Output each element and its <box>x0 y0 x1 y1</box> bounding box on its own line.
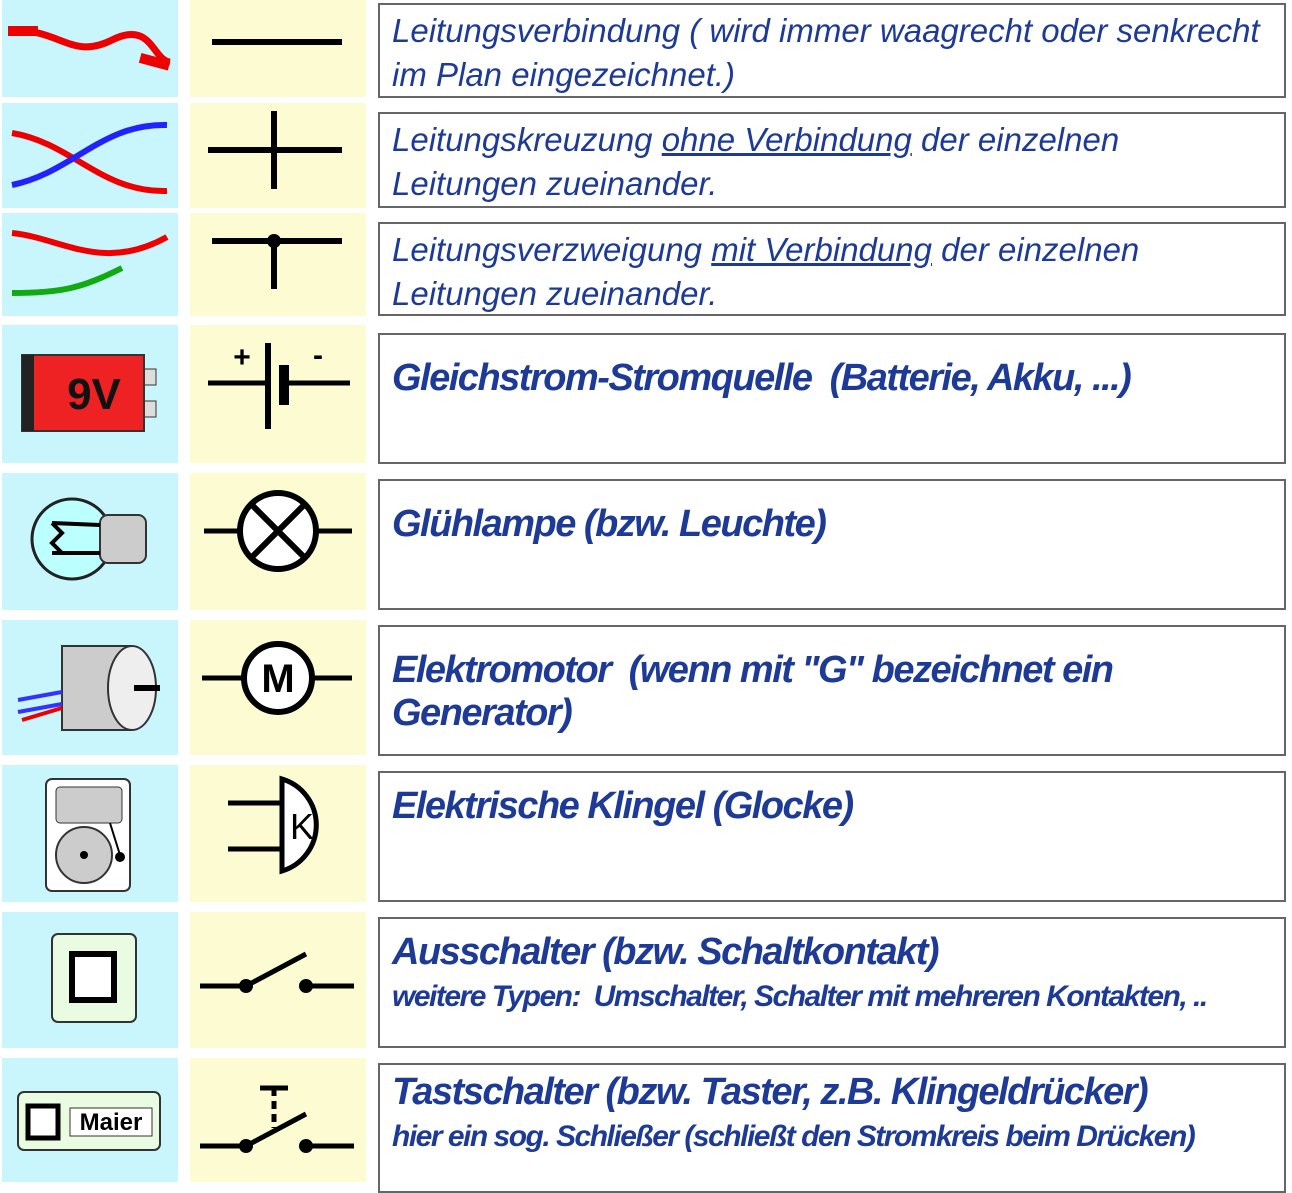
symbol-label: - <box>313 339 323 372</box>
text: Leitungsverzweigung <box>392 231 703 268</box>
symbol-label: K <box>290 806 314 847</box>
symbol-cell <box>190 213 366 316</box>
icon-cell <box>2 213 178 316</box>
description: Gleichstrom-Stromquelle (Batterie, Akku,… <box>378 333 1286 464</box>
symbol-cell: + - <box>190 325 366 463</box>
symbol-cell <box>190 912 366 1048</box>
icon-cell <box>2 912 178 1048</box>
text: Elektrische Klingel (Glocke) <box>392 785 854 827</box>
symbol-cell: M <box>190 620 366 755</box>
text: Tastschalter (bzw. Taster, z.B. Klingeld… <box>392 1071 1149 1113</box>
description: Leitungsverbindung ( wird immer waagrech… <box>378 3 1286 98</box>
symbol-cell <box>190 0 366 97</box>
description: Tastschalter (bzw. Taster, z.B. Klingeld… <box>378 1063 1286 1193</box>
icon-cell <box>2 473 178 610</box>
text: der einzelnen Leitungen zueinander. <box>392 231 1149 312</box>
description: Elektrische Klingel (Glocke) <box>378 771 1286 902</box>
icon-cell: 9V <box>2 325 178 463</box>
subtext: weitere Typen: Umschalter, Schalter mit … <box>392 980 1208 1013</box>
symbol-label: + <box>233 341 251 374</box>
icon-cell <box>2 765 178 902</box>
text: Leitungskreuzung <box>392 121 653 158</box>
symbol-cell: K <box>190 765 366 902</box>
text: Leitungsverbindung ( wird immer waagrech… <box>392 12 1269 93</box>
icon-label: 9V <box>67 370 121 419</box>
symbol-cell <box>190 473 366 610</box>
underlined-text: mit Verbindung <box>711 231 932 268</box>
icon-label: Maier <box>80 1109 143 1136</box>
text: Elektromotor (wenn mit "G" bezeichnet ei… <box>392 649 1122 734</box>
symbol-cell <box>190 103 366 208</box>
description: Leitungskreuzung ohne Verbindung der ein… <box>378 112 1286 208</box>
description: Elektromotor (wenn mit "G" bezeichnet ei… <box>378 625 1286 756</box>
text: der einzelnen Leitungen zueinander. <box>392 121 1129 202</box>
symbol-label: M <box>261 657 294 701</box>
text: Glühlampe (bzw. Leuchte) <box>392 503 827 545</box>
icon-cell <box>2 103 178 208</box>
icon-cell: Maier <box>2 1058 178 1182</box>
symbol-cell <box>190 1058 366 1182</box>
text: Ausschalter (bzw. Schaltkontakt) <box>392 931 940 973</box>
icon-cell <box>2 0 178 97</box>
description: Ausschalter (bzw. Schaltkontakt) weitere … <box>378 917 1286 1048</box>
description: Leitungsverzweigung mit Verbindung der e… <box>378 222 1286 316</box>
subtext: hier ein sog. Schließer (schließt den St… <box>392 1120 1196 1153</box>
description: Glühlampe (bzw. Leuchte) <box>378 479 1286 610</box>
underlined-text: ohne Verbindung <box>661 121 912 158</box>
icon-cell <box>2 620 178 755</box>
text: Gleichstrom-Stromquelle (Batterie, Akku,… <box>392 357 1132 399</box>
